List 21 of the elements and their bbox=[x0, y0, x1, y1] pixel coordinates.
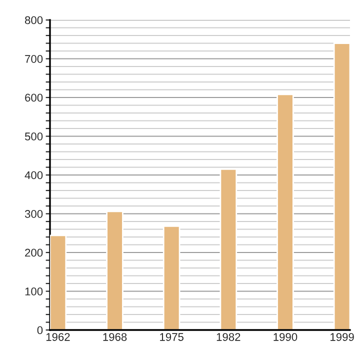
bar bbox=[50, 234, 67, 330]
y-tick-label: 300 bbox=[24, 210, 43, 218]
x-tick-label: 1962 bbox=[46, 333, 70, 341]
bar bbox=[162, 225, 180, 330]
y-tick-label: 200 bbox=[25, 248, 43, 257]
x-tick-label: 1999 bbox=[330, 333, 354, 341]
bar bbox=[106, 210, 124, 330]
y-tick-label: 600 bbox=[25, 94, 43, 102]
y-tick-label: 800 bbox=[25, 16, 43, 24]
x-tick-label: 1968 bbox=[103, 333, 127, 341]
y-tick-label: 500 bbox=[24, 132, 43, 140]
y-tick-label: 700 bbox=[25, 55, 43, 63]
bar bbox=[333, 42, 350, 330]
x-tick-label: 1990 bbox=[274, 333, 298, 341]
x-tick-label: 1975 bbox=[160, 333, 184, 341]
x-tick-label: 1982 bbox=[216, 333, 240, 341]
bar bbox=[220, 168, 238, 330]
bar bbox=[276, 94, 294, 330]
y-tick-label: 100 bbox=[25, 288, 43, 296]
y-tick-label: 0 bbox=[37, 326, 43, 334]
y-tick-label: 400 bbox=[24, 171, 43, 180]
